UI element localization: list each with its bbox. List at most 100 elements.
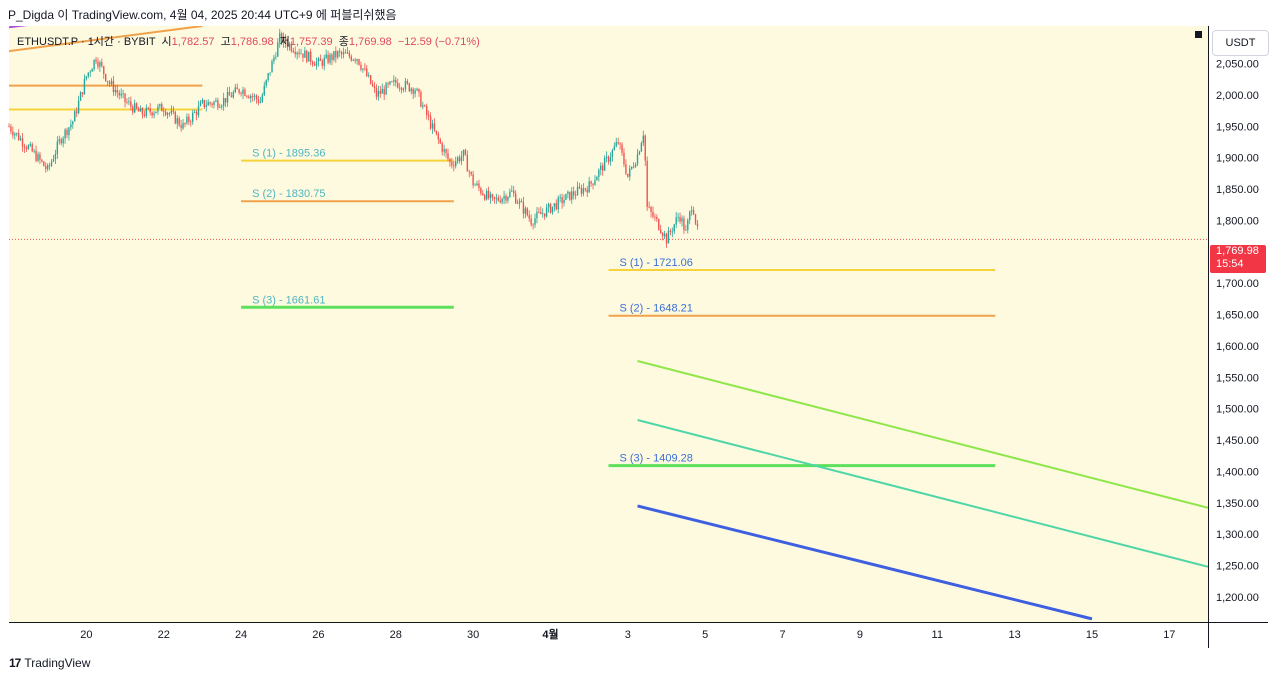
candle-body	[420, 92, 422, 107]
candle-body	[103, 66, 105, 75]
candle-body	[311, 61, 314, 65]
candle-body	[143, 114, 146, 116]
candle-body	[45, 166, 47, 169]
candle-body	[480, 187, 482, 194]
candle-body	[228, 91, 231, 96]
candle-body	[134, 103, 136, 113]
candle-body	[476, 183, 478, 185]
candle-body	[89, 71, 91, 73]
candle-body	[489, 194, 492, 199]
candle-body	[559, 197, 561, 198]
x-tick-label: 13	[1008, 629, 1020, 641]
currency-button[interactable]: USDT	[1212, 30, 1269, 56]
footer-brand-label: TradingView	[24, 656, 91, 670]
candle-body	[135, 103, 138, 109]
candle-body	[658, 219, 660, 230]
candle-body	[375, 87, 378, 97]
trend-line	[637, 504, 1093, 621]
candle-body	[632, 166, 635, 168]
candle-body	[435, 130, 438, 134]
candle-body	[68, 127, 70, 136]
candle-body	[567, 191, 569, 194]
candle-body	[33, 150, 35, 152]
candle-body	[356, 59, 358, 61]
candle-body	[139, 108, 142, 112]
candle-body	[10, 126, 12, 132]
candle-body	[638, 151, 641, 155]
candle-body	[157, 106, 159, 112]
tradingview-logo-icon: 17	[9, 656, 21, 670]
high-value: 1,786.98	[230, 36, 274, 48]
candle-body	[197, 105, 200, 116]
candle-body	[153, 113, 155, 116]
candle-body	[284, 36, 287, 44]
candle-body	[588, 181, 590, 193]
candle-body	[681, 218, 683, 222]
candle-body	[445, 149, 447, 154]
candle-body	[95, 59, 97, 62]
candle-body	[619, 143, 621, 145]
candle-body	[155, 111, 157, 114]
candle-body	[507, 196, 509, 201]
candle-body	[255, 95, 258, 100]
candle-body	[398, 87, 401, 89]
candle-body	[128, 101, 130, 103]
candle-body	[302, 53, 304, 58]
candle-body	[161, 104, 163, 112]
candle-body	[323, 57, 325, 66]
candle-body	[673, 224, 675, 232]
candle-body	[238, 89, 240, 93]
candle-body	[219, 107, 221, 109]
candle-body	[600, 165, 602, 170]
candle-body	[555, 203, 557, 210]
candle-body	[112, 80, 115, 93]
price-axis: 2,050.00 2,000.00 1,950.00 1,900.00 1,850.00…	[1216, 59, 1259, 604]
candle-body	[321, 60, 323, 66]
time-axis: 20 22 24 26 28 30 4월 3 5 7 9 11 13 15 17	[80, 627, 1175, 641]
candle-body	[611, 150, 614, 158]
candle-body	[667, 230, 670, 244]
candle-body	[391, 81, 393, 83]
x-tick-label: 9	[857, 629, 863, 641]
candle-body	[354, 59, 356, 61]
candle-body	[75, 111, 78, 114]
low-value: 1,757.39	[289, 36, 333, 48]
candle-body	[207, 102, 209, 106]
candle-body	[551, 206, 554, 213]
candle-body	[329, 54, 331, 63]
candle-body	[242, 89, 244, 94]
candle-body	[592, 183, 594, 185]
candle-body	[431, 123, 434, 129]
symbol-legend: ETHUSDT.P · 1시간 · BYBIT 시1,782.57 고1,786…	[17, 33, 480, 49]
candle-body	[108, 82, 111, 84]
candle-body	[665, 233, 668, 244]
footer-brand[interactable]: 17 TradingView	[9, 656, 90, 670]
candle-body	[543, 213, 546, 217]
support-level-label: S (3) - 1409.28	[620, 453, 693, 465]
y-tick-label: 1,950.00	[1216, 121, 1259, 133]
candle-body	[453, 165, 455, 167]
candle-body	[130, 101, 132, 107]
candle-body	[495, 197, 498, 199]
x-tick-label: 11	[932, 629, 943, 641]
candle-body	[687, 220, 689, 230]
candle-body	[145, 107, 148, 116]
square-icon[interactable]	[1195, 31, 1202, 38]
candle-body	[269, 72, 271, 74]
candle-body	[172, 110, 175, 112]
candle-body	[528, 215, 530, 219]
candle-body	[414, 90, 416, 94]
candle-body	[288, 43, 291, 48]
current-price-badge: 1,769.98 15:54	[1210, 245, 1266, 273]
candle-body	[294, 51, 296, 55]
candle-body	[118, 92, 120, 96]
candle-body	[275, 56, 277, 58]
candles	[8, 28, 699, 248]
candle-body	[648, 206, 650, 208]
candle-body	[190, 121, 192, 123]
candle-body	[491, 194, 494, 197]
candle-body	[166, 113, 169, 115]
candle-body	[176, 118, 178, 124]
candle-body	[563, 199, 565, 204]
